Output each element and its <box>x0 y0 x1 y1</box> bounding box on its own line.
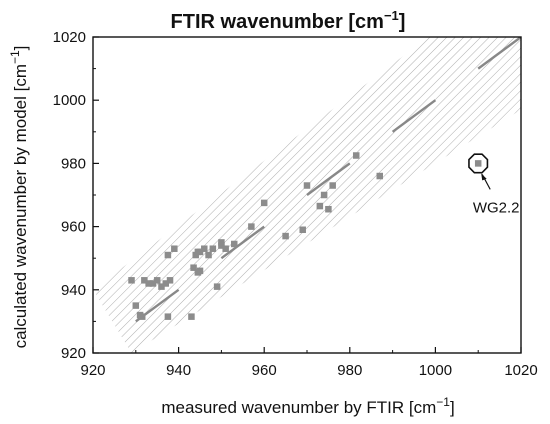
x-tick-label-3: 980 <box>337 362 362 379</box>
data-point-21 <box>201 245 208 252</box>
reference-segment-4 <box>477 37 521 70</box>
x-axis-ticks: 920 940 960 980 1000 1020 <box>80 347 538 379</box>
data-point-3 <box>138 313 146 320</box>
data-point-8 <box>158 283 165 290</box>
y-axis-label-end: ] <box>11 46 30 51</box>
data-point-31 <box>282 232 289 240</box>
data-point-34 <box>316 202 324 210</box>
data-point-30 <box>260 199 268 207</box>
x-tick-label-1: 940 <box>166 362 191 379</box>
y-tick-label-1: 940 <box>61 282 86 299</box>
y-tick-label-4: 1000 <box>53 92 86 109</box>
data-point-26 <box>218 239 225 246</box>
x-tick-label-4: 1000 <box>419 362 452 379</box>
data-point-1 <box>132 302 140 309</box>
data-point-32 <box>299 226 306 234</box>
annotation-ring <box>468 153 489 174</box>
reference-segment-3 <box>391 99 437 133</box>
data-point-20 <box>196 267 204 275</box>
data-point-11 <box>166 277 174 284</box>
data-point-7 <box>153 277 161 284</box>
x-tick-label-0: 920 <box>80 362 105 379</box>
data-point-33 <box>303 182 311 189</box>
x-axis-label-sup: −1 <box>436 395 450 409</box>
data-point-15 <box>190 264 197 271</box>
data-point-36 <box>325 205 332 213</box>
annotation-arrow-head <box>481 173 487 181</box>
y-axis-label-sup: −1 <box>8 50 22 64</box>
data-points <box>128 152 482 320</box>
y-axis-ticks: 920 940 960 980 1000 1020 <box>53 29 99 362</box>
data-point-29 <box>248 223 255 230</box>
data-point-14 <box>188 313 195 320</box>
x-tick-label-2: 960 <box>252 362 277 379</box>
confidence-band <box>93 37 521 353</box>
data-point-6 <box>149 280 157 287</box>
x-tick-label-5: 1020 <box>504 362 537 379</box>
reference-segments <box>135 37 521 323</box>
annotation-label: WG2.2 <box>473 199 520 216</box>
data-point-13 <box>164 313 172 320</box>
y-tick-label-2: 960 <box>61 219 86 236</box>
data-point-22 <box>205 251 212 259</box>
data-point-24 <box>213 283 221 290</box>
data-point-38 <box>352 152 360 159</box>
data-point-39 <box>376 172 384 180</box>
y-tick-label-3: 980 <box>61 155 86 172</box>
y-tick-label-5: 1020 <box>53 29 86 46</box>
band-area <box>93 37 521 353</box>
data-point-5 <box>145 280 152 287</box>
x-axis-label-end: ] <box>450 398 455 417</box>
reference-segment-1 <box>220 225 265 260</box>
data-point-27 <box>222 245 229 252</box>
chart-title-sup: −1 <box>384 8 399 23</box>
y-tick-label-0: 920 <box>61 345 86 362</box>
data-point-9 <box>162 280 170 287</box>
data-point-19 <box>196 248 204 256</box>
data-point-4 <box>141 277 148 284</box>
data-point-35 <box>320 191 328 199</box>
data-point-10 <box>164 251 172 259</box>
x-axis-label: measured wavenumber by FTIR [cm−1] <box>161 395 454 417</box>
chart-title: FTIR wavenumber [cm−1] <box>171 8 406 33</box>
data-point-23 <box>209 245 217 252</box>
chart-title-end: ] <box>399 11 406 33</box>
y-axis-label: calculated wavenumber by model [cm−1] <box>8 46 30 349</box>
data-point-12 <box>171 245 178 252</box>
reference-segment-2 <box>306 162 351 196</box>
data-point-40 <box>474 160 482 167</box>
data-point-28 <box>230 240 238 248</box>
annotation-wg22: WG2.2 <box>468 153 520 216</box>
data-point-0 <box>128 277 135 284</box>
data-point-37 <box>329 182 336 189</box>
